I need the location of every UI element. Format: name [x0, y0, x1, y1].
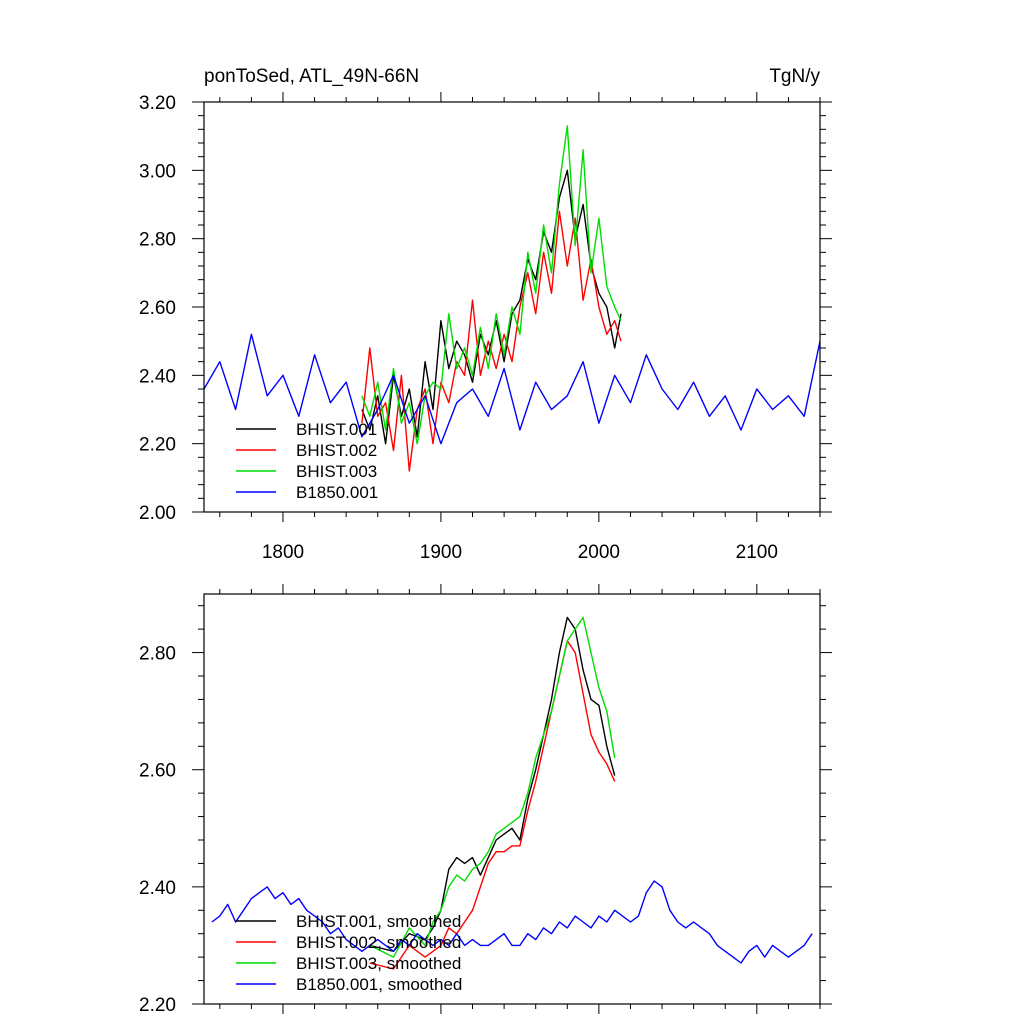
top-y-tick-label: 2.60 — [139, 298, 176, 319]
bottom-panel: 2.202.402.602.80 BHIST.001, smoothedBHIS… — [139, 584, 832, 1016]
bottom-series-group — [211, 616, 813, 970]
bottom-legend-label-0: BHIST.001, smoothed — [296, 912, 461, 931]
top-y-tick-label: 2.40 — [139, 366, 176, 387]
bottom-legend: BHIST.001, smoothed BHIST.002, smoothed BH… — [236, 912, 462, 994]
top-chart-units: TgN/y — [769, 66, 820, 87]
top-x-tick-label: 1900 — [420, 542, 462, 563]
top-x-tick-label: 2100 — [736, 542, 778, 563]
top-y-tick-label: 2.20 — [139, 435, 176, 456]
top-series-line-1 — [361, 210, 622, 472]
bottom-legend-label-2: BHIST.003, smoothed — [296, 954, 461, 973]
top-legend: BHIST.001 BHIST.002 BHIST.003 B1850.001 — [236, 420, 378, 502]
bottom-y-tick-label: 2.80 — [139, 644, 176, 665]
bottom-series-line-0 — [369, 616, 616, 952]
top-series-group — [203, 125, 821, 472]
top-chart-title: ponToSed, ATL_49N-66N — [204, 66, 419, 87]
bottom-series-line-1 — [369, 640, 616, 970]
bottom-legend-label-3: B1850.001, smoothed — [296, 975, 462, 994]
top-legend-label-3: B1850.001 — [296, 483, 378, 502]
top-y-tick-label: 2.00 — [139, 503, 176, 524]
top-x-tick-label: 2000 — [578, 542, 620, 563]
top-y-tick-label: 3.20 — [139, 93, 176, 114]
bottom-y-tick-label: 2.60 — [139, 761, 176, 782]
bottom-y-tick-label: 2.20 — [139, 995, 176, 1016]
bottom-legend-label-1: BHIST.002, smoothed — [296, 933, 461, 952]
top-panel: ponToSed, ATL_49N-66N TgN/y 1800 1900 2000… — [139, 66, 832, 563]
bottom-plot-frame — [203, 593, 821, 1005]
top-y-tick-label: 2.80 — [139, 230, 176, 251]
top-series-line-0 — [361, 169, 622, 445]
bottom-series-line-2 — [369, 616, 616, 958]
top-x-tick-label: 1800 — [262, 542, 304, 563]
top-y-tick-label: 3.00 — [139, 161, 176, 182]
bottom-axes: 2.20 2.40 2.60 2.80 — [139, 584, 832, 1016]
top-legend-label-1: BHIST.002 — [296, 441, 377, 460]
bottom-series-line-3 — [211, 880, 813, 964]
top-axes: 1800 1900 2000 2100 2.00 2.20 2.40 2.60 2.80 3.00… — [139, 92, 832, 563]
top-series-line-3 — [203, 333, 821, 445]
bottom-y-tick-label: 2.40 — [139, 878, 176, 899]
top-legend-label-2: BHIST.003 — [296, 462, 377, 481]
top-legend-label-0: BHIST.001 — [296, 420, 377, 439]
